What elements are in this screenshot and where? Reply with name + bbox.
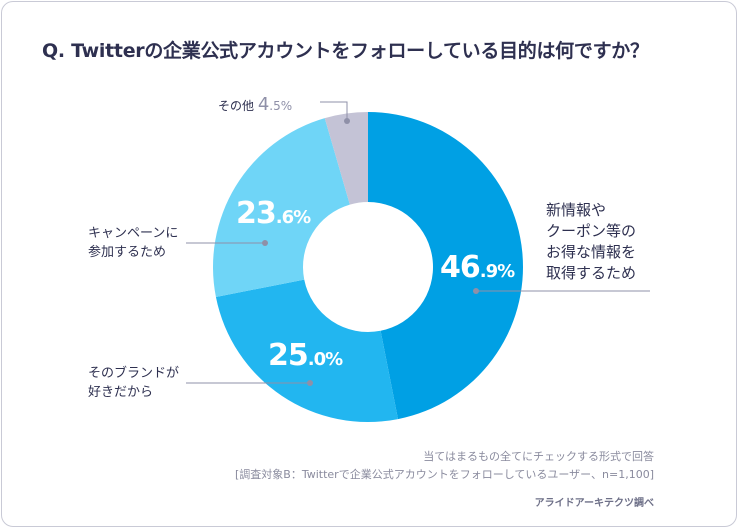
- slice-3: [324, 112, 368, 205]
- note-line1: 当てはまるもの全てにチェックする形式で回答: [423, 450, 654, 463]
- label-s0: 新情報や クーポン等の お得な情報を 取得するため: [546, 201, 637, 282]
- leader-dot-s0: [473, 288, 479, 294]
- leader-dot-s2: [262, 240, 268, 246]
- label-s3: その他 4.5%: [218, 94, 293, 115]
- label-s2: キャンペーンに 参加するため: [88, 226, 179, 260]
- value-label-s2: 23.6%: [236, 196, 311, 231]
- leader-dot-s1: [307, 380, 313, 386]
- slice-0: [368, 112, 523, 420]
- slice-1: [215, 279, 399, 422]
- value-label-s0: 46.9%: [440, 250, 515, 285]
- value-label-s1: 25.0%: [268, 338, 343, 373]
- leader-line-s3: [320, 101, 348, 121]
- label-s1: そのブランドが 好きだから: [88, 366, 180, 400]
- chart-title: Q. Twitterの企業公式アカウントをフォローしている目的は何ですか？: [42, 40, 649, 62]
- note-line2: [調査対象B：Twitterで企業公式アカウントをフォローしているユーザー、n=…: [234, 468, 654, 481]
- source-credit: アライドアーキテクツ調べ: [534, 498, 654, 509]
- leader-dot-s3: [344, 118, 350, 124]
- slice-2: [213, 118, 350, 298]
